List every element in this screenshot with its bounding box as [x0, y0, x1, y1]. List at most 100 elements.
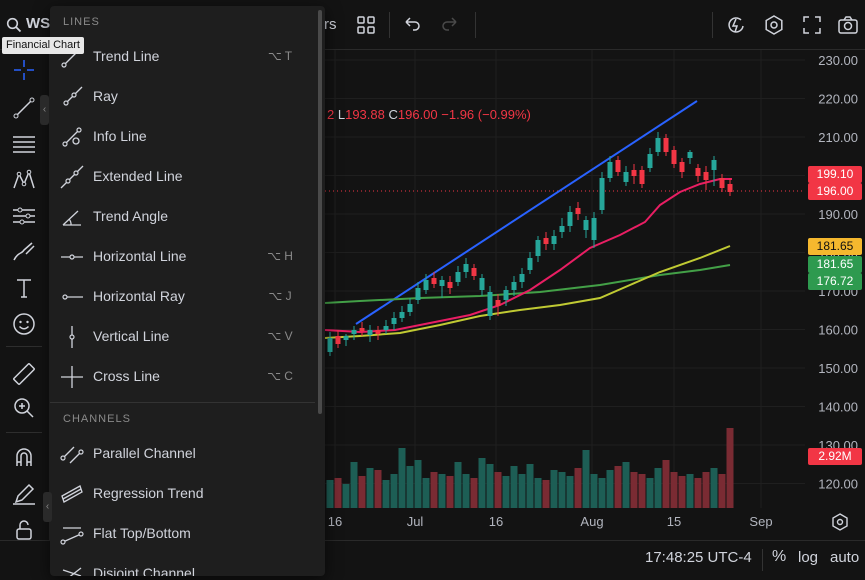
menu-item-shortcut: ⌥ T	[267, 49, 293, 63]
collapse-toolbar-handle[interactable]: ‹	[43, 492, 52, 522]
menu-item-shortcut: ⌥ J	[268, 289, 292, 303]
prediction-tool-icon[interactable]	[10, 202, 38, 230]
volume-bar	[446, 476, 454, 508]
candle-body	[407, 304, 413, 312]
camera-icon[interactable]	[836, 13, 860, 37]
chart-area[interactable]: 230.00220.00210.00200.00190.00180.00170.…	[0, 50, 865, 540]
trend-line-tool-icon[interactable]	[10, 94, 38, 122]
price-tick-label: 120.00	[818, 477, 858, 492]
price-tick-label: 160.00	[818, 323, 858, 338]
volume-bar	[542, 480, 550, 508]
volume-bar	[702, 472, 710, 508]
menu-item-trend-line[interactable]: Trend Line ⌥ T	[50, 39, 315, 75]
menu-item-trend-angle[interactable]: Trend Angle	[50, 199, 315, 235]
candle-body	[391, 318, 397, 324]
menu-item-flat-top-bottom[interactable]: Flat Top/Bottom	[50, 516, 315, 552]
volume-bar	[550, 470, 558, 508]
brush-icon[interactable]	[10, 238, 38, 266]
volume-bar	[646, 478, 654, 508]
magnet-icon[interactable]	[10, 444, 38, 472]
emoji-icon[interactable]	[10, 310, 38, 338]
volume-bars	[326, 428, 734, 508]
candle-body	[495, 300, 501, 306]
candle-body	[687, 152, 693, 158]
menu-scrollbar[interactable]	[318, 10, 322, 414]
toolbar-divider	[475, 12, 476, 38]
menu-item-label: Regression Trend	[93, 485, 204, 501]
auto-scale-button[interactable]: auto	[830, 549, 860, 566]
redo-icon[interactable]	[438, 13, 462, 37]
fib-retracement-icon[interactable]	[10, 130, 38, 158]
time-tick-label: Aug	[580, 514, 603, 529]
candle-body	[439, 280, 445, 286]
stay-in-drawing-mode-icon[interactable]	[10, 480, 38, 508]
time-tick-label: Jul	[407, 514, 424, 529]
candle-body	[479, 278, 485, 290]
pattern-tool-icon[interactable]	[10, 166, 38, 194]
text-tool-icon[interactable]	[10, 274, 38, 302]
volume-bar	[726, 428, 734, 508]
menu-item-extended-line[interactable]: Extended Line	[50, 159, 315, 195]
candle-body	[607, 162, 613, 178]
candle-body	[727, 184, 733, 192]
settings-icon[interactable]	[762, 13, 786, 37]
percent-scale-button[interactable]: %	[772, 548, 787, 565]
volume-bar	[358, 476, 366, 508]
candle-body	[615, 160, 621, 172]
volume-bar	[686, 474, 694, 508]
menu-item-label: Ray	[93, 88, 118, 104]
log-scale-button[interactable]: log	[798, 549, 819, 566]
candle-body	[599, 178, 605, 210]
indicators-button[interactable]: rs	[324, 16, 337, 33]
vertical-line-icon	[60, 325, 84, 349]
tooltip: Financial Chart	[2, 37, 84, 54]
volume-bar	[374, 470, 382, 508]
volume-bar	[582, 450, 590, 508]
volume-bar	[606, 470, 614, 508]
replay-icon[interactable]	[724, 13, 748, 37]
extended-line-icon	[60, 165, 84, 189]
toolbar-divider	[389, 12, 390, 38]
toolbar-separator	[6, 432, 42, 433]
candle-body	[503, 290, 509, 300]
candle-body	[671, 150, 677, 164]
zoom-in-icon[interactable]	[10, 394, 38, 422]
volume-bar	[718, 474, 726, 508]
volume-bar	[502, 476, 510, 508]
flat-top-bottom-icon	[60, 522, 84, 546]
menu-item-cross-line[interactable]: Cross Line ⌥ C	[50, 359, 315, 395]
menu-item-vertical-line[interactable]: Vertical Line ⌥ V	[50, 319, 315, 355]
ruler-icon[interactable]	[10, 360, 38, 388]
menu-item-horizontal-line[interactable]: Horizontal Line ⌥ H	[50, 239, 315, 275]
menu-item-label: Horizontal Ray	[93, 288, 185, 304]
horizontal-line-icon	[60, 245, 84, 269]
volume-bar	[342, 484, 350, 508]
volume-bar	[454, 462, 462, 508]
menu-item-ray[interactable]: Ray	[50, 79, 315, 115]
volume-bar	[478, 458, 486, 508]
fullscreen-icon[interactable]	[800, 13, 824, 37]
menu-item-info-line[interactable]: Info Line	[50, 119, 315, 155]
ohlc-low-label: L	[337, 107, 346, 122]
menu-item-disjoint-channel[interactable]: Disjoint Channel	[50, 556, 315, 576]
candle-body	[447, 282, 453, 288]
volume-bar	[622, 462, 630, 508]
candle-body	[463, 264, 469, 272]
candle-body	[375, 330, 381, 334]
disjoint-channel-icon	[60, 562, 84, 576]
bottom-divider	[762, 549, 763, 571]
collapse-toolbar-handle[interactable]: ‹	[40, 95, 49, 125]
candle-body	[327, 338, 333, 352]
menu-item-parallel-channel[interactable]: Parallel Channel	[50, 436, 315, 472]
lock-icon[interactable]	[10, 516, 38, 544]
moving-average-mid	[324, 245, 731, 339]
candle-body	[527, 258, 533, 270]
layout-icon[interactable]	[354, 13, 378, 37]
crosshair-icon[interactable]	[10, 56, 38, 84]
time-axis: 16 Jul 16 Aug 15 Sep	[328, 514, 773, 529]
menu-item-horizontal-ray[interactable]: Horizontal Ray ⌥ J	[50, 279, 315, 315]
undo-icon[interactable]	[400, 13, 424, 37]
chart-settings-icon[interactable]	[830, 512, 850, 532]
menu-item-regression-trend[interactable]: Regression Trend	[50, 476, 315, 512]
volume-bar	[598, 478, 606, 508]
